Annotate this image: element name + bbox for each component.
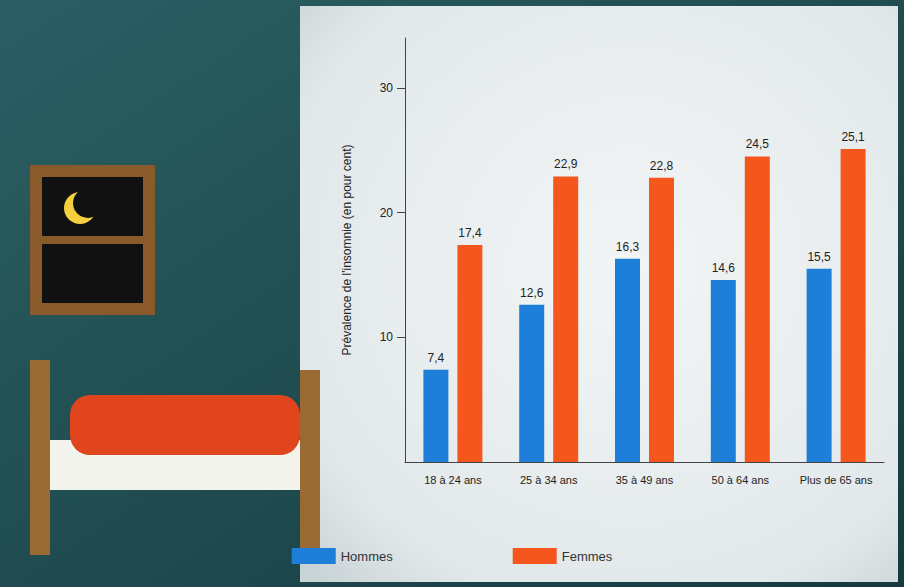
svg-text:14,6: 14,6: [712, 261, 736, 275]
svg-text:7,4: 7,4: [428, 351, 445, 365]
svg-text:Femmes: Femmes: [562, 549, 613, 564]
svg-text:18 à 24 ans: 18 à 24 ans: [424, 474, 482, 486]
svg-text:12,6: 12,6: [520, 286, 544, 300]
svg-text:30: 30: [380, 81, 394, 95]
svg-text:15,5: 15,5: [807, 250, 831, 264]
svg-text:10: 10: [380, 330, 394, 344]
svg-text:16,3: 16,3: [616, 240, 640, 254]
svg-text:20: 20: [380, 206, 394, 220]
svg-text:25 à 34 ans: 25 à 34 ans: [520, 474, 578, 486]
svg-text:24,5: 24,5: [746, 137, 770, 151]
svg-text:Plus de 65 ans: Plus de 65 ans: [800, 474, 873, 486]
svg-text:35 à 49 ans: 35 à 49 ans: [616, 474, 674, 486]
svg-text:22,9: 22,9: [554, 157, 578, 171]
svg-text:50 à 64 ans: 50 à 64 ans: [712, 474, 770, 486]
svg-text:22,8: 22,8: [650, 159, 674, 173]
svg-text:17,4: 17,4: [458, 226, 482, 240]
svg-text:Hommes: Hommes: [341, 549, 394, 564]
svg-text:25,1: 25,1: [841, 130, 865, 144]
svg-text:Prévalence de l'insomnie (en p: Prévalence de l'insomnie (en pour cent): [340, 144, 354, 355]
